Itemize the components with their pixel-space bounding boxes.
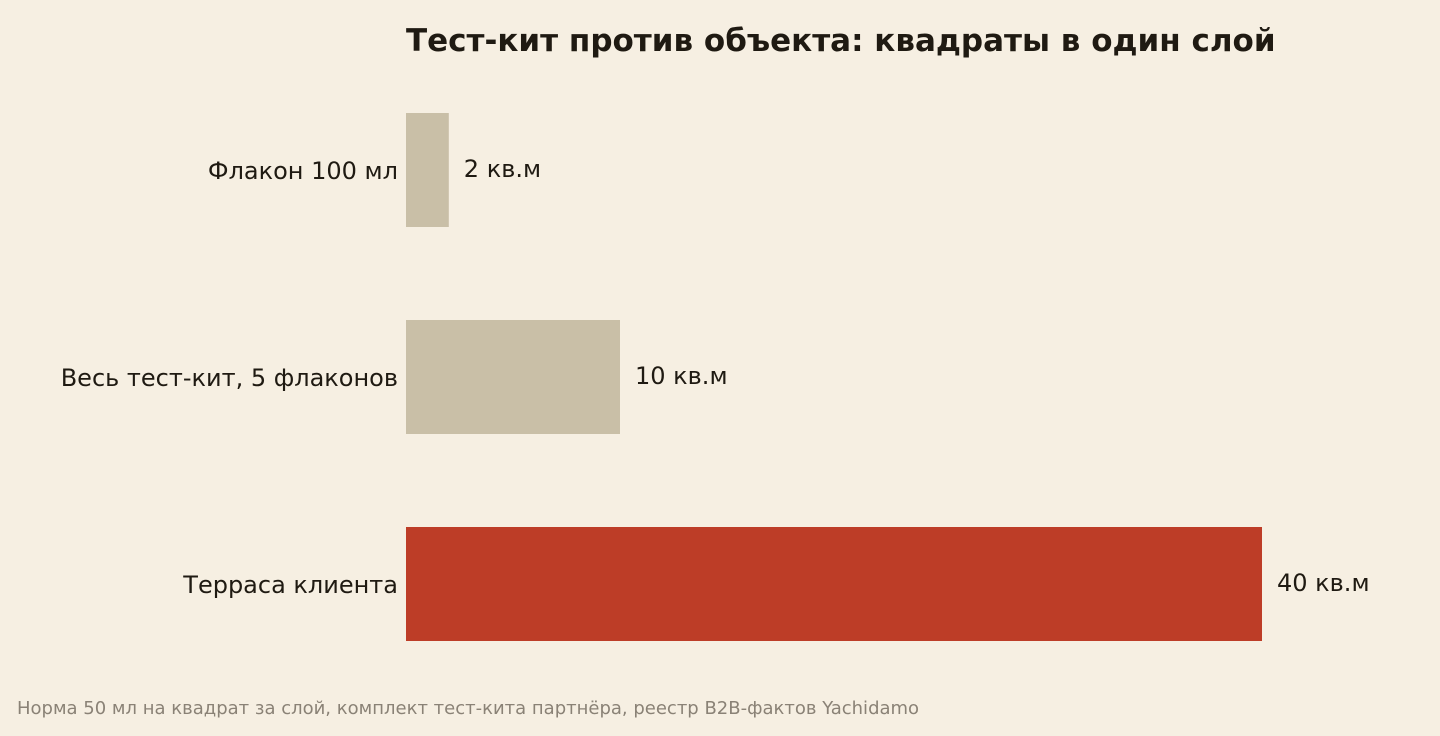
chart-title: Тест-кит против объекта: квадраты в один… xyxy=(406,23,1276,59)
bars-group: Флакон 100 мл 2 кв.м Весь тест-кит, 5 флак… xyxy=(61,113,1370,641)
value-label-3: 40 кв.м xyxy=(1277,569,1370,597)
bar-3 xyxy=(406,527,1262,641)
category-label-2: Весь тест-кит, 5 флаконов xyxy=(61,364,398,392)
value-label-2: 10 кв.м xyxy=(635,362,728,390)
source-note: Норма 50 мл на квадрат за слой, комплект… xyxy=(17,698,919,719)
bar-1 xyxy=(406,113,449,227)
category-label-1: Флакон 100 мл xyxy=(208,157,398,185)
bar-2 xyxy=(406,320,620,434)
category-label-3: Терраса клиента xyxy=(182,571,398,599)
value-label-1: 2 кв.м xyxy=(464,155,541,183)
